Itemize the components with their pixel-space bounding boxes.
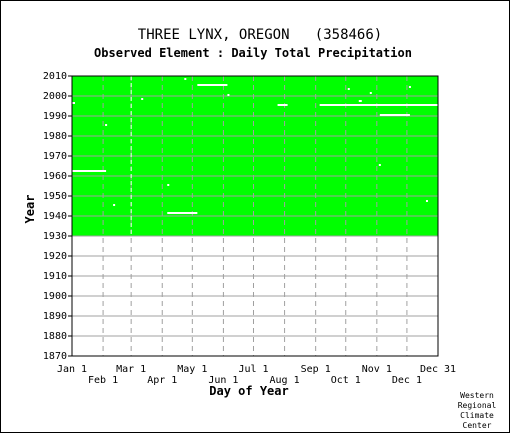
x-tick-label-32: Feb 1 [88, 375, 118, 386]
missing-segment-3 [277, 104, 288, 106]
missing-segment-16 [378, 164, 381, 166]
missing-segment-9 [141, 98, 144, 100]
y-tick-label-1880: 1880 [43, 331, 67, 342]
y-tick-label-1980: 1980 [43, 131, 67, 142]
x-tick-label-213: Aug 1 [270, 375, 300, 386]
y-tick-label-1930: 1930 [43, 231, 67, 242]
missing-segment-13 [347, 88, 350, 90]
y-tick-label-1890: 1890 [43, 311, 67, 322]
y-tick-labels: 1870 1880 1890 1900 1910 1920 1930 1940 1950 1960… [43, 71, 72, 362]
x-tick-label-244: Sep 1 [301, 364, 331, 375]
missing-segment-10 [167, 184, 170, 186]
chart-subtitle: Observed Element : Daily Total Precipita… [94, 46, 412, 60]
x-tick-label-91: Apr 1 [147, 375, 177, 386]
x-tick-label-152: Jun 1 [208, 375, 238, 386]
missing-segment-1 [167, 212, 198, 214]
y-tick-label-1870: 1870 [43, 351, 67, 362]
missing-segment-17 [408, 86, 411, 88]
missing-segment-6 [72, 102, 76, 104]
grid-layer [72, 76, 438, 356]
missing-segment-7 [105, 124, 108, 126]
x-tick-label-335: Dec 1 [392, 375, 422, 386]
missing-segment-2 [197, 84, 228, 86]
x-tick-label-366: Dec 31 [420, 364, 456, 375]
y-tick-label-1910: 1910 [43, 271, 67, 282]
x-tick-label-274: Oct 1 [331, 375, 361, 386]
missing-segment-0 [72, 170, 107, 172]
x-axis-label: Day of Year [209, 384, 288, 398]
x-tick-labels: Jan 1 Mar 1 May 1 Jul 1 Sep 1 Nov 1 Dec 31 Feb … [57, 364, 456, 386]
missing-segment-11 [184, 78, 187, 80]
y-tick-label-2000: 2000 [43, 91, 67, 102]
missing-layer [72, 76, 438, 236]
missing-segment-14 [358, 100, 362, 102]
y-tick-label-1900: 1900 [43, 291, 67, 302]
y-tick-label-1990: 1990 [43, 111, 67, 122]
y-axis-label: Year [23, 195, 37, 224]
missing-segment-8 [113, 204, 116, 206]
credit-line-1: Regional [458, 401, 497, 410]
missing-segment-18 [425, 200, 428, 202]
credit-line-3: Center [463, 421, 492, 430]
missing-segment-4 [319, 104, 438, 106]
credit-line-2: Climate [460, 411, 494, 420]
x-tick-label-1: Jan 1 [57, 364, 87, 375]
chart-title: THREE LYNX, OREGON (358466) [138, 27, 382, 43]
missing-segment-15 [369, 92, 372, 94]
x-tick-label-182: Jul 1 [238, 364, 268, 375]
x-tick-label-60: Mar 1 [116, 364, 146, 375]
missing-segment-5 [379, 114, 410, 116]
y-tick-label-2010: 2010 [43, 71, 67, 82]
y-tick-label-1920: 1920 [43, 251, 67, 262]
x-tick-label-121: May 1 [177, 364, 207, 375]
missing-segment-12 [227, 94, 230, 96]
x-tick-label-305: Nov 1 [362, 364, 392, 375]
credit-line-0: Western [460, 391, 494, 400]
y-tick-label-1940: 1940 [43, 211, 67, 222]
y-tick-label-1970: 1970 [43, 151, 67, 162]
y-tick-label-1960: 1960 [43, 171, 67, 182]
y-tick-label-1950: 1950 [43, 191, 67, 202]
